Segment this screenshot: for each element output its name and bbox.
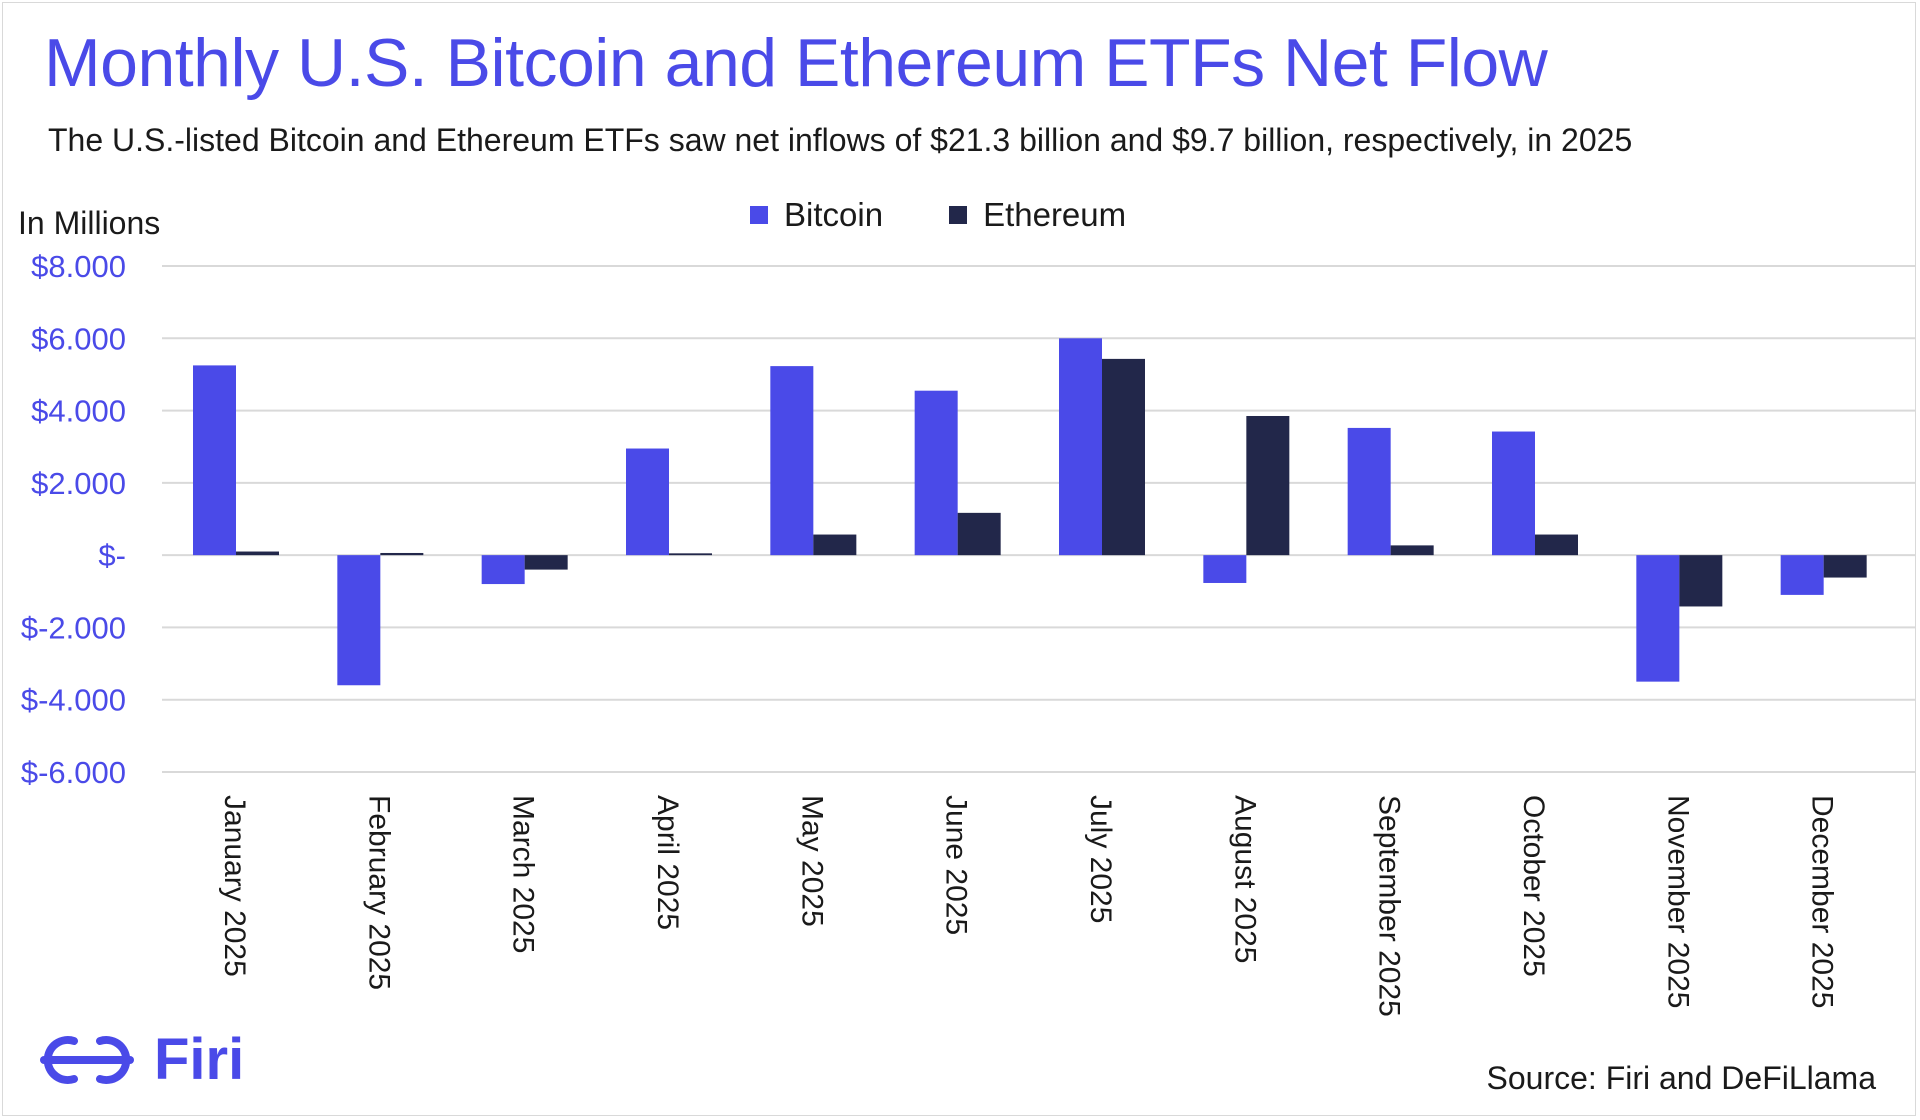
bar-ethereum-march-2025 [524,555,568,570]
bar-ethereum-january-2025 [236,551,279,556]
bar-bitcoin-august-2025 [1203,555,1247,583]
x-tick-labels: January 2025 February 2025 March 2025 April… [218,795,1839,1017]
y-tick-label: $-6.000 [21,755,126,790]
grid-lines [162,265,1916,773]
y-tick-label: $6.000 [31,321,126,356]
bar-bitcoin-june-2025 [914,390,958,556]
x-tick-label: June 2025 [940,795,973,935]
bar-ethereum-october-2025 [1535,534,1578,556]
bar-ethereum-july-2025 [1102,358,1145,556]
y-axis-label: In Millions [18,205,160,241]
x-tick-label: February 2025 [362,795,395,990]
bar-ethereum-april-2025 [669,553,712,556]
logo-text: Firi [154,1027,245,1092]
bar-ethereum-august-2025 [1246,415,1290,556]
bar-ethereum-november-2025 [1679,555,1723,607]
bar-bitcoin-october-2025 [1492,431,1535,556]
x-tick-label: October 2025 [1517,795,1550,977]
y-tick-labels: $8.000 $6.000 $4.000 $2.000 $- $-2.000 $-4.000… [21,249,126,790]
bar-ethereum-may-2025 [813,534,857,556]
x-tick-label: August 2025 [1228,795,1261,963]
x-tick-label: September 2025 [1373,795,1406,1017]
legend-swatch-ethereum [949,206,968,224]
chart-legend: Bitcoin Ethereum [750,196,1192,234]
legend-item-bitcoin: Bitcoin [750,196,883,234]
firi-logo: Firi [34,1026,244,1093]
y-tick-label: $- [98,538,126,573]
chart-subtitle: The U.S.-listed Bitcoin and Ethereum ETF… [48,122,1633,158]
bar-bitcoin-april-2025 [626,448,669,556]
y-tick-label: $-2.000 [21,610,126,645]
x-tick-label: April 2025 [651,795,684,930]
bar-bitcoin-february-2025 [337,555,381,686]
bar-bitcoin-december-2025 [1780,555,1824,595]
bar-bitcoin-november-2025 [1636,555,1680,682]
legend-item-ethereum: Ethereum [949,196,1126,234]
x-tick-label: November 2025 [1661,795,1694,1008]
bar-ethereum-september-2025 [1390,545,1434,556]
x-tick-label: January 2025 [218,795,251,977]
x-tick-label: December 2025 [1806,795,1839,1008]
bar-bitcoin-may-2025 [770,366,814,556]
bars [193,338,1867,686]
legend-label-bitcoin: Bitcoin [784,196,884,233]
legend-label-ethereum: Ethereum [983,196,1127,233]
x-tick-label: May 2025 [795,795,828,927]
bar-bitcoin-january-2025 [193,365,236,556]
y-tick-label: $8.000 [31,249,126,284]
y-tick-label: $-4.000 [21,683,126,718]
bar-bitcoin-july-2025 [1059,338,1102,556]
bar-ethereum-december-2025 [1823,555,1867,578]
y-tick-label: $2.000 [31,466,126,501]
source-note: Source: Firi and DeFiLlama [1486,1060,1876,1096]
bar-bitcoin-september-2025 [1347,427,1391,556]
x-tick-label: March 2025 [507,795,540,953]
x-tick-label: July 2025 [1084,795,1117,923]
chart-title: Monthly U.S. Bitcoin and Ethereum ETFs N… [44,25,1548,101]
bar-ethereum-february-2025 [380,552,424,556]
firi-logo-icon [40,1035,134,1084]
bar-bitcoin-march-2025 [481,555,525,585]
legend-swatch-bitcoin [750,206,768,224]
bar-ethereum-june-2025 [957,512,1001,556]
y-tick-label: $4.000 [31,394,126,429]
